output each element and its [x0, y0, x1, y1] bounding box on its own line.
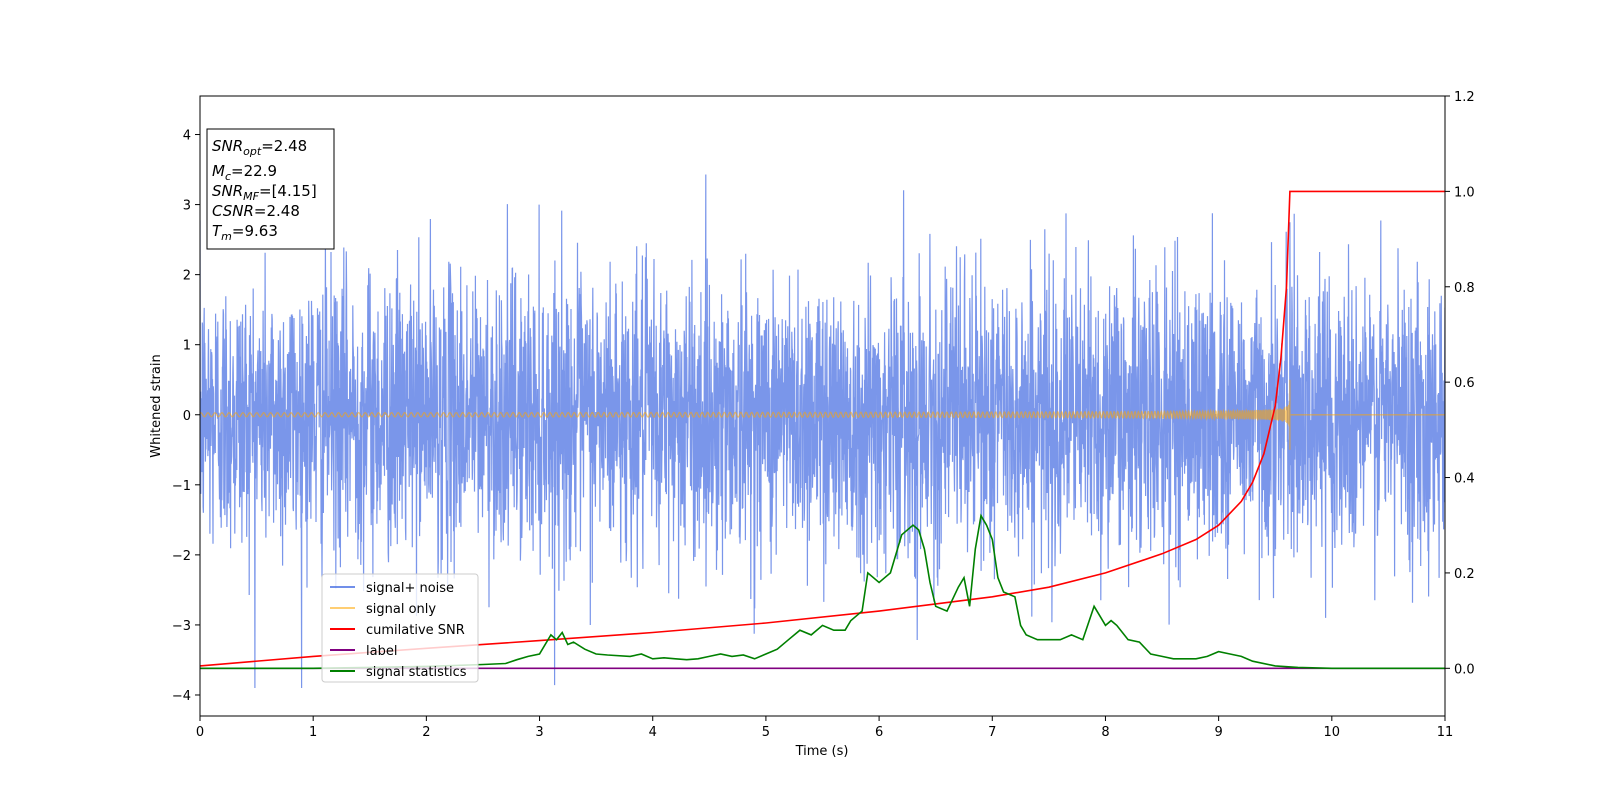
y2-tick-label: 0.4	[1454, 472, 1475, 487]
x-tick-label: 4	[649, 725, 657, 740]
y-tick-label: 3	[183, 199, 191, 214]
annotation-line: SNRMF=[4.15]	[212, 182, 317, 203]
y2-tick-label: 0.6	[1454, 376, 1475, 391]
x-tick-label: 0	[196, 725, 204, 740]
x-axis-label: Time (s)	[795, 744, 849, 759]
y-tick-label: 4	[183, 129, 191, 144]
y-tick-label: −3	[172, 619, 191, 634]
x-tick-label: 3	[535, 725, 543, 740]
series-signal-noise	[200, 174, 1445, 689]
legend-label: signal statistics	[366, 665, 467, 680]
y-tick-label: 2	[183, 269, 191, 284]
x-tick-label: 10	[1324, 725, 1341, 740]
y-tick-label: 1	[183, 339, 191, 354]
y-axis-label: Whitened strain	[149, 354, 164, 457]
y2-tick-label: 0.0	[1454, 662, 1475, 677]
y-tick-label: −2	[172, 549, 191, 564]
series-signal-statistics	[200, 513, 1445, 670]
x-tick-label: 6	[875, 725, 883, 740]
y-tick-label: −1	[172, 479, 191, 494]
series-cumulative-snr	[200, 190, 1445, 667]
legend-label: signal only	[366, 602, 436, 617]
x-tick-label: 7	[988, 725, 996, 740]
y2-tick-label: 1.0	[1454, 185, 1475, 200]
x-tick-label: 1	[309, 725, 317, 740]
x-tick-label: 11	[1437, 725, 1454, 740]
y-tick-label: −4	[172, 689, 191, 704]
legend-label: signal+ noise	[366, 581, 454, 596]
legend-label: label	[366, 644, 397, 659]
annotation-line: Mc=22.9	[212, 162, 277, 183]
x-tick-label: 9	[1214, 725, 1222, 740]
axes-layer: 0 1 2 3 4 5 6 7 8 9 10 1143210−1−2−3−41.21.00.80.60…	[172, 90, 1475, 740]
x-tick-label: 2	[422, 725, 430, 740]
annotation-line: SNRopt=2.48	[212, 137, 307, 158]
annotation-line: CSNR=2.48	[212, 202, 300, 220]
x-tick-label: 5	[762, 725, 770, 740]
y-tick-label: 0	[183, 409, 191, 424]
legend-label: cumilative SNR	[366, 623, 465, 638]
series-signal-only	[200, 379, 1445, 450]
plot-frame	[199, 95, 1446, 717]
legend: signal+ noise signal only cumilative SNR la…	[321, 573, 479, 683]
y2-tick-label: 0.8	[1454, 281, 1475, 296]
y2-tick-label: 0.2	[1454, 567, 1475, 582]
annotation-line: Tm=9.63	[212, 222, 278, 243]
x-tick-label: 8	[1101, 725, 1109, 740]
y2-tick-label: 1.2	[1454, 90, 1475, 105]
